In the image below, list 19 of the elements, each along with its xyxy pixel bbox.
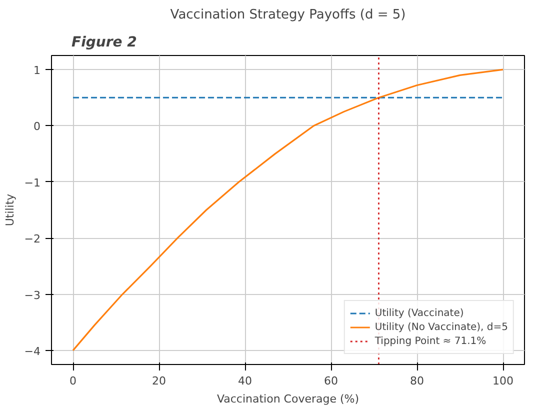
caption: Figure 2 <box>72 34 137 50</box>
y-tick-label: −3 <box>24 288 41 302</box>
ref-line-label: Tipping Point ≈ 71.1% <box>374 334 486 348</box>
x-tick-label: 40 <box>238 374 252 388</box>
y-tick-label: 1 <box>34 64 40 78</box>
legend-label: Utility (No Vaccinate), d=5 <box>374 320 508 334</box>
chart-title: Vaccination Strategy Payoffs (d = 5) <box>170 8 406 22</box>
x-tick-label: 80 <box>410 374 424 388</box>
x-tick-label: 60 <box>324 374 338 388</box>
legend-label: Utility (Vaccinate) <box>374 306 464 320</box>
x-tick-label: 100 <box>492 374 514 388</box>
y-tick-label: −1 <box>24 176 41 190</box>
x-tick-label: 20 <box>152 374 166 388</box>
y-tick-label: −2 <box>24 232 41 246</box>
x-tick-label: 0 <box>70 374 76 388</box>
y-tick-label: −4 <box>24 344 41 358</box>
x-axis-title: Vaccination Coverage (%) <box>216 392 360 406</box>
y-axis-title: Utility <box>3 193 16 226</box>
y-tick-label: 0 <box>34 120 40 134</box>
